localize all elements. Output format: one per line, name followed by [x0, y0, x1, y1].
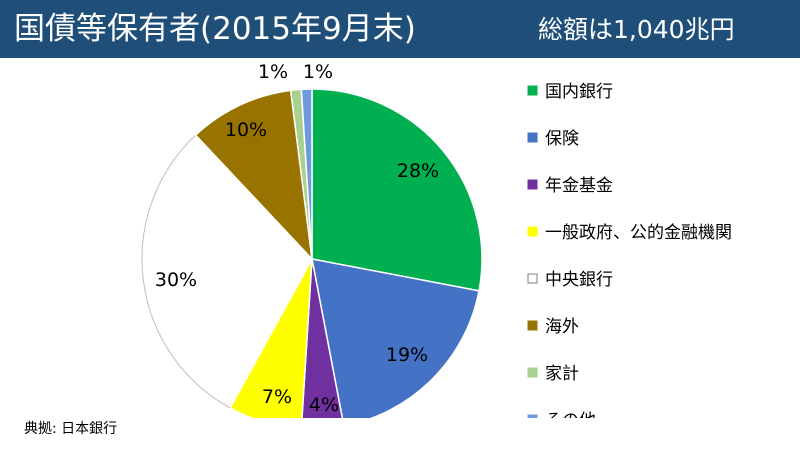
slice-data-label: 7% — [262, 386, 292, 408]
pie-slice — [311, 258, 480, 418]
source-note: 典拠: 日本銀行 — [24, 421, 118, 437]
legend-label: 海外 — [545, 317, 579, 337]
legend-label: 中央銀行 — [545, 270, 613, 290]
pie-slices — [141, 88, 483, 418]
legend-swatch — [527, 179, 538, 190]
title-bar: 国債等保有者(2015年9月末) 総額は1,040兆円 — [0, 0, 800, 58]
legend-label: 一般政府、公的金融機関 — [545, 223, 732, 243]
pie-slice-outline — [141, 134, 231, 409]
legend-swatch — [527, 320, 538, 331]
legend-swatch — [527, 226, 538, 237]
legend-swatch — [527, 414, 538, 418]
pie-slice — [311, 88, 483, 292]
chart-subtitle: 総額は1,040兆円 — [538, 15, 735, 44]
slice-data-label: 1% — [303, 61, 333, 83]
legend-label: その他 — [545, 411, 596, 418]
slice-data-label: 1% — [258, 61, 288, 83]
slice-data-label: 4% — [309, 394, 339, 416]
chart-title: 国債等保有者(2015年9月末) — [14, 11, 416, 47]
legend-label: 年金基金 — [545, 176, 613, 196]
legend-swatch — [527, 85, 538, 96]
pie-chart: 28% 19% 4% 7% 30% 10% 1% 1% 国内銀行保険年金基金一般政府、公的金融… — [141, 61, 732, 418]
slice-data-label: 30% — [155, 269, 197, 291]
legend-swatch — [527, 132, 538, 143]
pie-slice — [301, 258, 344, 418]
legend-swatch — [527, 273, 538, 284]
legend-swatch — [527, 367, 538, 378]
slice-data-label: 10% — [225, 119, 267, 141]
slice-data-label: 28% — [397, 160, 439, 182]
legend-label: 国内銀行 — [545, 82, 613, 102]
legend-label: 家計 — [545, 364, 579, 384]
pie-slice — [194, 89, 314, 262]
legend-label: 保険 — [545, 129, 579, 149]
slice-labels: 28% 19% 4% 7% 30% 10% 1% 1% — [155, 61, 439, 416]
slice-data-label: 19% — [386, 344, 428, 366]
pie-slice — [300, 88, 313, 260]
